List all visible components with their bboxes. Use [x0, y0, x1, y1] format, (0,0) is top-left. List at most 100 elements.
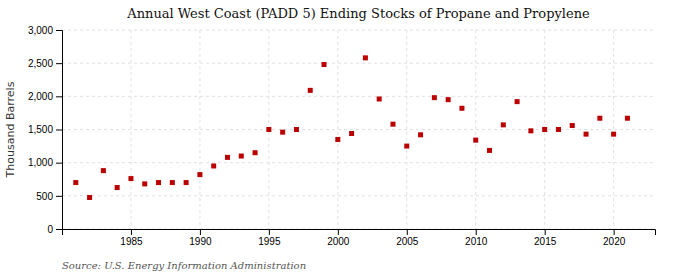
point: [625, 116, 630, 121]
x-grid-line: [475, 30, 476, 229]
x-tick: 2015: [534, 229, 557, 247]
y-grid-line: [62, 96, 655, 97]
x-tick-mark: [131, 229, 132, 235]
x-tick: 2020: [603, 229, 626, 247]
point: [225, 155, 230, 160]
y-tick-label: 3,000: [28, 25, 53, 36]
y-tick-mark: [56, 130, 62, 131]
x-tick: 1990: [189, 229, 212, 247]
y-tick: 0: [47, 224, 62, 235]
point: [404, 144, 409, 149]
y-tick: 1,000: [28, 157, 62, 168]
y-grid-line: [62, 63, 655, 64]
plot-area: 1985 1990 1995 2000 2005 2010 2015 2020 0 500 1,00…: [28, 25, 656, 247]
point: [611, 132, 616, 137]
x-grid-line: [406, 30, 407, 229]
y-axis-line: [56, 31, 63, 230]
point: [184, 180, 189, 185]
x-grid-line: [199, 30, 200, 229]
y-grid-line: [62, 162, 655, 163]
x-tick-label: 2020: [603, 236, 626, 247]
x-tick: 2000: [327, 229, 350, 247]
point: [280, 130, 285, 135]
point: [501, 122, 506, 127]
x-axis: 1985 1990 1995 2000 2005 2010 2015 2020: [63, 229, 656, 247]
x-tick-mark: [476, 229, 477, 235]
point: [528, 128, 533, 133]
y-tick: 3,000: [28, 25, 62, 36]
x-tick-label: 2005: [396, 236, 419, 247]
y-tick: 1,500: [28, 124, 62, 135]
x-tick-mark: [545, 229, 546, 235]
point: [418, 132, 423, 137]
y-tick-mark: [56, 163, 62, 164]
y-tick-mark: [56, 229, 62, 230]
point: [266, 127, 271, 132]
point: [377, 96, 382, 101]
point: [73, 180, 78, 185]
title: Annual West Coast (PADD 5) Ending Stocks…: [126, 6, 590, 21]
x-grid-line: [337, 30, 338, 229]
point: [570, 123, 575, 128]
x-tick: 2005: [396, 229, 419, 247]
source-note: Source: U.S. Energy Information Administ…: [62, 260, 306, 271]
grid: [62, 30, 655, 229]
y-tick-label: 500: [36, 191, 53, 202]
y-tick-label: 1,000: [28, 157, 53, 168]
x-grid-line: [613, 30, 614, 229]
point: [487, 148, 492, 153]
x-tick: 2010: [465, 229, 488, 247]
points: [73, 55, 630, 200]
point: [335, 137, 340, 142]
point: [584, 132, 589, 137]
point: [432, 95, 437, 100]
x-tick-label: 1990: [189, 236, 212, 247]
x-tick-label: 2010: [465, 236, 488, 247]
x-tick-label: 1995: [258, 236, 281, 247]
y-tick: 500: [36, 191, 62, 202]
y-grid-line: [62, 195, 655, 196]
point: [253, 150, 258, 155]
point: [115, 185, 120, 190]
point: [542, 127, 547, 132]
x-tick-mark: [269, 229, 270, 235]
point: [322, 62, 327, 67]
point: [515, 99, 520, 104]
y-grid-line: [62, 129, 655, 130]
x-tick-mark: [614, 229, 615, 235]
point: [101, 168, 106, 173]
point: [556, 127, 561, 132]
x-axis-line: [63, 230, 656, 236]
y-tick: 2,500: [28, 58, 62, 69]
y-tick-mark: [56, 196, 62, 197]
y-tick-mark: [56, 30, 62, 31]
y-grid-line: [62, 30, 655, 31]
y-tick-label: 2,500: [28, 58, 53, 69]
point: [597, 116, 602, 121]
x-grid-line: [130, 30, 131, 229]
y-tick: 2,000: [28, 91, 62, 102]
chart: 1985 1990 1995 2000 2005 2010 2015 2020 0 500 1,00…: [0, 0, 675, 275]
point: [459, 106, 464, 111]
x-tick-label: 2015: [534, 236, 557, 247]
point: [142, 181, 147, 186]
point: [211, 163, 216, 168]
y-tick-mark: [56, 96, 62, 97]
y-tick-label: 2,000: [28, 91, 53, 102]
point: [156, 180, 161, 185]
point: [308, 88, 313, 93]
point: [239, 154, 244, 159]
x-tick-label: 2000: [327, 236, 350, 247]
x-tick-mark: [338, 229, 339, 235]
y-tick-mark: [56, 63, 62, 64]
y-tick-label: 1,500: [28, 124, 53, 135]
point: [473, 138, 478, 143]
point: [87, 195, 92, 200]
y-axis-title: Thousand Barrels: [4, 81, 17, 178]
point: [128, 176, 133, 181]
x-tick-label: 1985: [120, 236, 143, 247]
point: [390, 122, 395, 127]
point: [197, 172, 202, 177]
point: [349, 131, 354, 136]
point: [446, 97, 451, 102]
